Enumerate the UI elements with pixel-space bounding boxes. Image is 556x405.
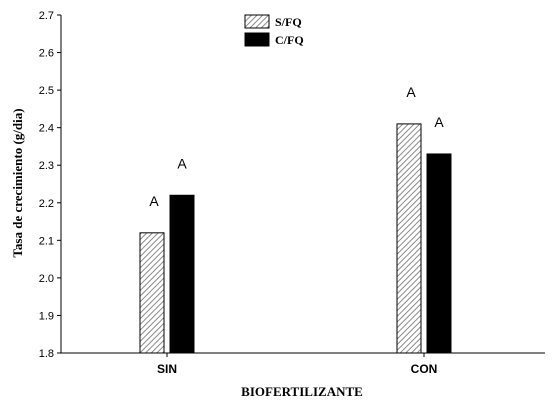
x-category-label: CON <box>411 362 438 376</box>
y-tick-label: 2.7 <box>39 10 54 22</box>
y-axis-title: Tasa de crecimiento (g/dia) <box>10 108 25 257</box>
x-axis-title: BIOFERTILIZANTE <box>241 384 363 399</box>
significance-letter: A <box>149 193 159 209</box>
y-tick-label: 2.1 <box>39 235 54 247</box>
y-tick-label: 2.4 <box>39 123 54 135</box>
legend: S/FQ C/FQ <box>244 14 304 47</box>
bar-c-fq-con <box>426 153 452 354</box>
y-tick-label: 2.3 <box>39 160 54 172</box>
y-tick-label: 2.2 <box>39 198 54 210</box>
legend-swatch <box>244 32 270 47</box>
legend-swatch <box>244 14 270 29</box>
axes <box>60 15 545 354</box>
y-axis-ticks: 1.8 1.9 2.0 2.1 2.2 2.3 2.4 2.5 2.6 2.7 <box>39 10 61 360</box>
x-category-label: SIN <box>157 362 177 376</box>
legend-label: S/FQ <box>275 15 302 29</box>
bars: A A A A <box>139 84 452 354</box>
y-tick-label: 2.6 <box>39 48 54 60</box>
y-tick-label: 1.9 <box>39 310 54 322</box>
x-axis-categories: SIN CON <box>157 353 437 376</box>
y-tick-label: 1.8 <box>39 348 54 360</box>
significance-letter: A <box>406 84 416 100</box>
bar-s-fq-sin <box>139 232 165 354</box>
significance-letter: A <box>434 114 444 130</box>
y-tick-label: 2.0 <box>39 273 54 285</box>
y-tick-label: 2.5 <box>39 85 54 97</box>
bar-s-fq-con <box>396 123 422 354</box>
bar-c-fq-sin <box>169 194 195 354</box>
legend-label: C/FQ <box>275 33 304 47</box>
significance-letter: A <box>177 155 187 171</box>
